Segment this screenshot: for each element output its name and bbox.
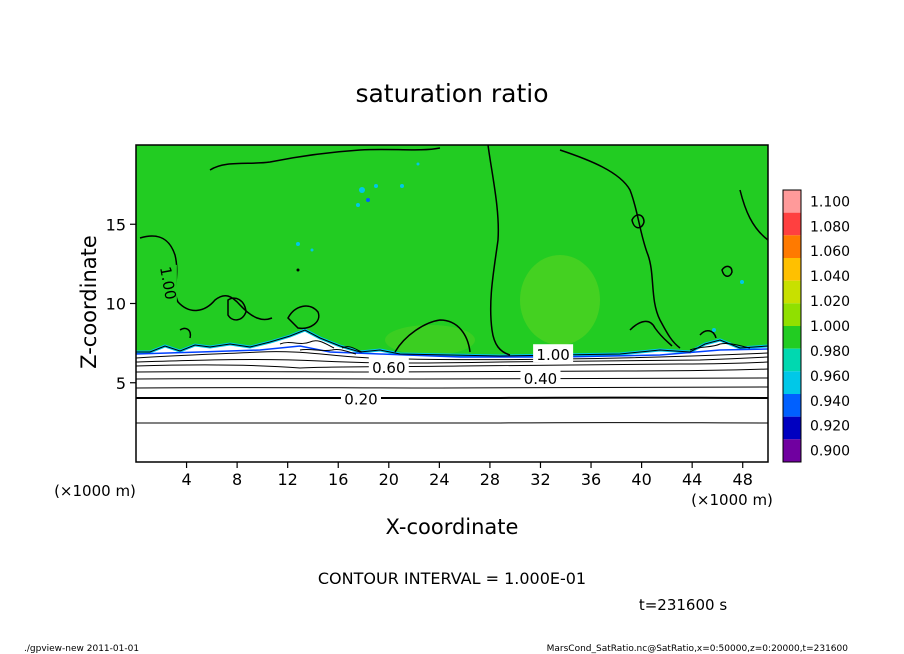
- colorbar-label: 0.960: [810, 369, 850, 385]
- x-axis-label: X-coordinate: [386, 515, 519, 539]
- colorbar-label: 1.100: [810, 194, 850, 210]
- colorbar-swatch: [783, 394, 801, 417]
- colorbar-swatch: [783, 348, 801, 372]
- x-tick-label: 28: [480, 470, 500, 489]
- colorbar-swatch: [783, 439, 801, 462]
- supersaturated-patch: [520, 255, 600, 345]
- svg-text:1.00: 1.00: [156, 265, 180, 301]
- subsaturated-specks: [296, 162, 744, 332]
- contour-label: 0.40: [520, 367, 561, 388]
- plot-area: 1.00 0.60 1.00 0.40 0.20: [135, 144, 769, 463]
- time-label: t=231600 s: [639, 596, 727, 614]
- svg-text:0.20: 0.20: [344, 391, 377, 409]
- colorbar-swatch: [783, 280, 801, 304]
- y-axis-label: Z-coordinate: [77, 235, 101, 369]
- colorbar-swatch: [783, 190, 801, 213]
- colorbar-label: 0.920: [810, 419, 850, 435]
- contour-interval-label: CONTOUR INTERVAL = 1.000E-01: [318, 569, 586, 588]
- x-tick-label: 44: [682, 470, 702, 489]
- colorbar-swatch: [783, 303, 801, 326]
- contour-lines-1p00: [139, 145, 768, 356]
- colorbar-label: 0.940: [810, 394, 850, 410]
- colorbar-frame: [782, 189, 802, 463]
- contour-labels: 1.00 0.60 1.00 0.40 0.20: [156, 264, 574, 409]
- colorbar-swatch: [783, 371, 801, 394]
- footer-right: MarsCond_SatRatio.nc@SatRatio,x=0:50000,…: [547, 644, 849, 654]
- svg-text:0.60: 0.60: [372, 359, 405, 377]
- colorbar-label: 1.020: [810, 294, 850, 310]
- contour-line-0p20: [136, 396, 768, 400]
- x-unit-left: (×1000 m): [54, 482, 136, 500]
- contour-label: 0.20: [340, 388, 381, 409]
- contour-label: 1.00: [533, 344, 574, 364]
- colorbar-label: 1.080: [810, 219, 850, 235]
- x-tick-label: 36: [581, 470, 601, 489]
- svg-text:1.00: 1.00: [536, 346, 569, 364]
- svg-text:0.40: 0.40: [524, 370, 557, 388]
- y-tick-label: 10: [106, 295, 126, 314]
- x-tick-label: 16: [328, 470, 348, 489]
- subsaturated-region: [136, 330, 768, 462]
- colorbar-label: 0.900: [810, 444, 850, 460]
- x-tick-label: 20: [379, 470, 399, 489]
- saturation-boundary-inner: [136, 345, 768, 358]
- x-tick-label: 4: [181, 470, 191, 489]
- colorbar-swatch: [783, 212, 801, 236]
- contour-lines-subsaturated: [136, 340, 768, 424]
- y-axis: 5 10 15: [106, 215, 136, 393]
- chart-title: saturation ratio: [355, 79, 548, 108]
- contour-label: 0.60: [368, 356, 409, 377]
- colorbar-swatch: [783, 416, 801, 440]
- supersaturated-patch: [385, 325, 475, 355]
- x-unit-right: (×1000 m): [691, 491, 773, 509]
- colorbar-label: 1.040: [810, 269, 850, 285]
- x-tick-label: 24: [429, 470, 449, 489]
- x-tick-label: 40: [631, 470, 651, 489]
- x-tick-label: 8: [232, 470, 242, 489]
- x-tick-label: 48: [733, 470, 753, 489]
- x-tick-label: 12: [278, 470, 298, 489]
- footer-left: ./gpview-new 2011-01-01: [24, 644, 139, 654]
- colorbar-label: 0.980: [810, 344, 850, 360]
- y-tick-label: 15: [106, 215, 126, 234]
- contour-label: 1.00: [156, 264, 180, 301]
- colorbar-swatch: [783, 326, 801, 349]
- colorbar-swatch: [783, 235, 801, 258]
- contour-line-1p00-boundary: [136, 329, 768, 357]
- colorbar-swatch: [783, 258, 801, 281]
- colorbar-label: 1.000: [810, 319, 850, 335]
- y-tick-label: 5: [116, 374, 126, 393]
- x-axis: 4 8 12 16 20 24 28 32 36 40 44 48: [181, 462, 753, 489]
- colorbar: 1.100 1.080 1.060 1.040 1.020 1.000 0.980 0.960…: [782, 189, 850, 463]
- x-tick-label: 32: [530, 470, 550, 489]
- colorbar-label: 1.060: [810, 244, 850, 260]
